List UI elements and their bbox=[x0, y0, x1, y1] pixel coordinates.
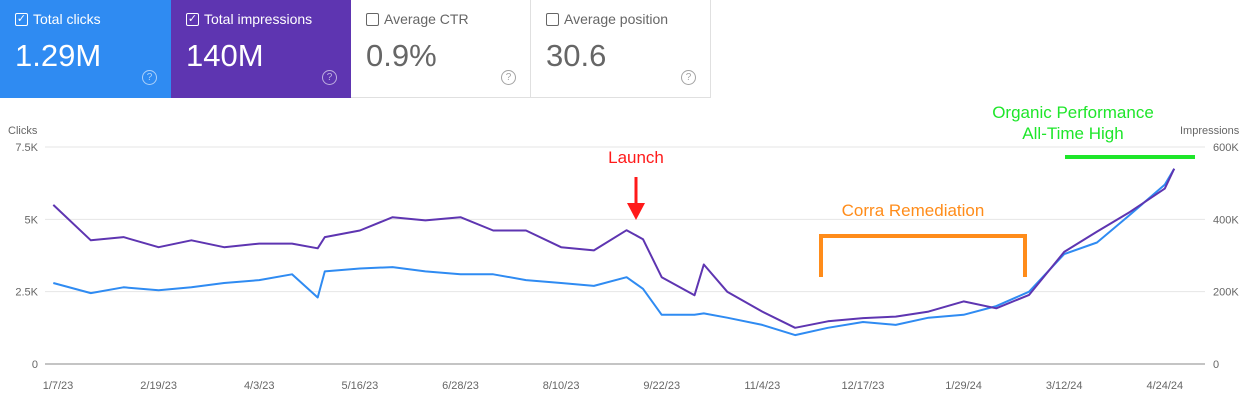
metric-label: Total impressions bbox=[204, 11, 313, 27]
metric-card-total-impressions[interactable]: ✓ Total impressions 140M ? bbox=[171, 0, 351, 98]
all-time-high-annotation-line1: Organic Performance bbox=[992, 103, 1154, 122]
metric-label: Total clicks bbox=[33, 11, 101, 27]
help-icon[interactable]: ? bbox=[681, 70, 696, 85]
metric-card-average-position[interactable]: Average position 30.6 ? bbox=[531, 0, 711, 98]
checkbox-unchecked-icon[interactable] bbox=[366, 13, 379, 26]
right-tick-label: 400K bbox=[1213, 214, 1239, 226]
left-tick-label: 0 bbox=[32, 359, 38, 371]
checkbox-unchecked-icon[interactable] bbox=[546, 13, 559, 26]
x-tick-label: 11/4/23 bbox=[744, 380, 780, 392]
metric-label: Average CTR bbox=[384, 11, 469, 27]
corra-remediation-annotation: Corra Remediation bbox=[842, 201, 985, 220]
help-icon[interactable]: ? bbox=[501, 70, 516, 85]
all-time-high-bar bbox=[1065, 155, 1195, 159]
all-time-high-annotation-line2: All-Time High bbox=[1022, 124, 1123, 143]
launch-annotation: Launch bbox=[608, 148, 664, 167]
right-tick-label: 600K bbox=[1213, 142, 1239, 154]
x-tick-label: 5/16/23 bbox=[342, 380, 379, 392]
right-tick-label: 200K bbox=[1213, 287, 1239, 299]
metric-card-total-clicks[interactable]: ✓ Total clicks 1.29M ? bbox=[0, 0, 171, 98]
metric-value: 140M bbox=[186, 38, 264, 73]
x-tick-label: 4/24/24 bbox=[1146, 380, 1183, 392]
checkbox-checked-icon[interactable]: ✓ bbox=[15, 13, 28, 26]
x-tick-label: 1/7/23 bbox=[43, 380, 74, 392]
metric-value: 30.6 bbox=[546, 38, 607, 73]
left-tick-label: 2.5K bbox=[15, 287, 38, 299]
launch-arrow-icon bbox=[627, 177, 645, 220]
right-tick-label: 0 bbox=[1213, 359, 1219, 371]
x-tick-label: 1/29/24 bbox=[945, 380, 982, 392]
x-tick-label: 8/10/23 bbox=[543, 380, 580, 392]
help-icon[interactable]: ? bbox=[322, 70, 337, 85]
checkbox-checked-icon[interactable]: ✓ bbox=[186, 13, 199, 26]
help-icon[interactable]: ? bbox=[142, 70, 157, 85]
x-tick-label: 12/17/23 bbox=[842, 380, 885, 392]
right-axis-label: Impressions bbox=[1180, 125, 1240, 137]
series-line-impressions bbox=[52, 168, 1176, 329]
metric-label: Average position bbox=[564, 11, 669, 27]
x-tick-label: 9/22/23 bbox=[643, 380, 680, 392]
x-tick-label: 6/28/23 bbox=[442, 380, 479, 392]
x-tick-label: 2/19/23 bbox=[140, 380, 177, 392]
metric-value: 1.29M bbox=[15, 38, 102, 73]
remediation-bracket bbox=[819, 234, 1027, 277]
left-tick-label: 7.5K bbox=[15, 142, 38, 154]
metric-card-average-ctr[interactable]: Average CTR 0.9% ? bbox=[351, 0, 531, 98]
left-axis-label: Clicks bbox=[8, 125, 38, 137]
series-line-clicks bbox=[53, 168, 1176, 337]
left-tick-label: 5K bbox=[25, 214, 39, 226]
x-tick-label: 4/3/23 bbox=[244, 380, 275, 392]
x-tick-label: 3/12/24 bbox=[1046, 380, 1083, 392]
metric-value: 0.9% bbox=[366, 38, 437, 73]
